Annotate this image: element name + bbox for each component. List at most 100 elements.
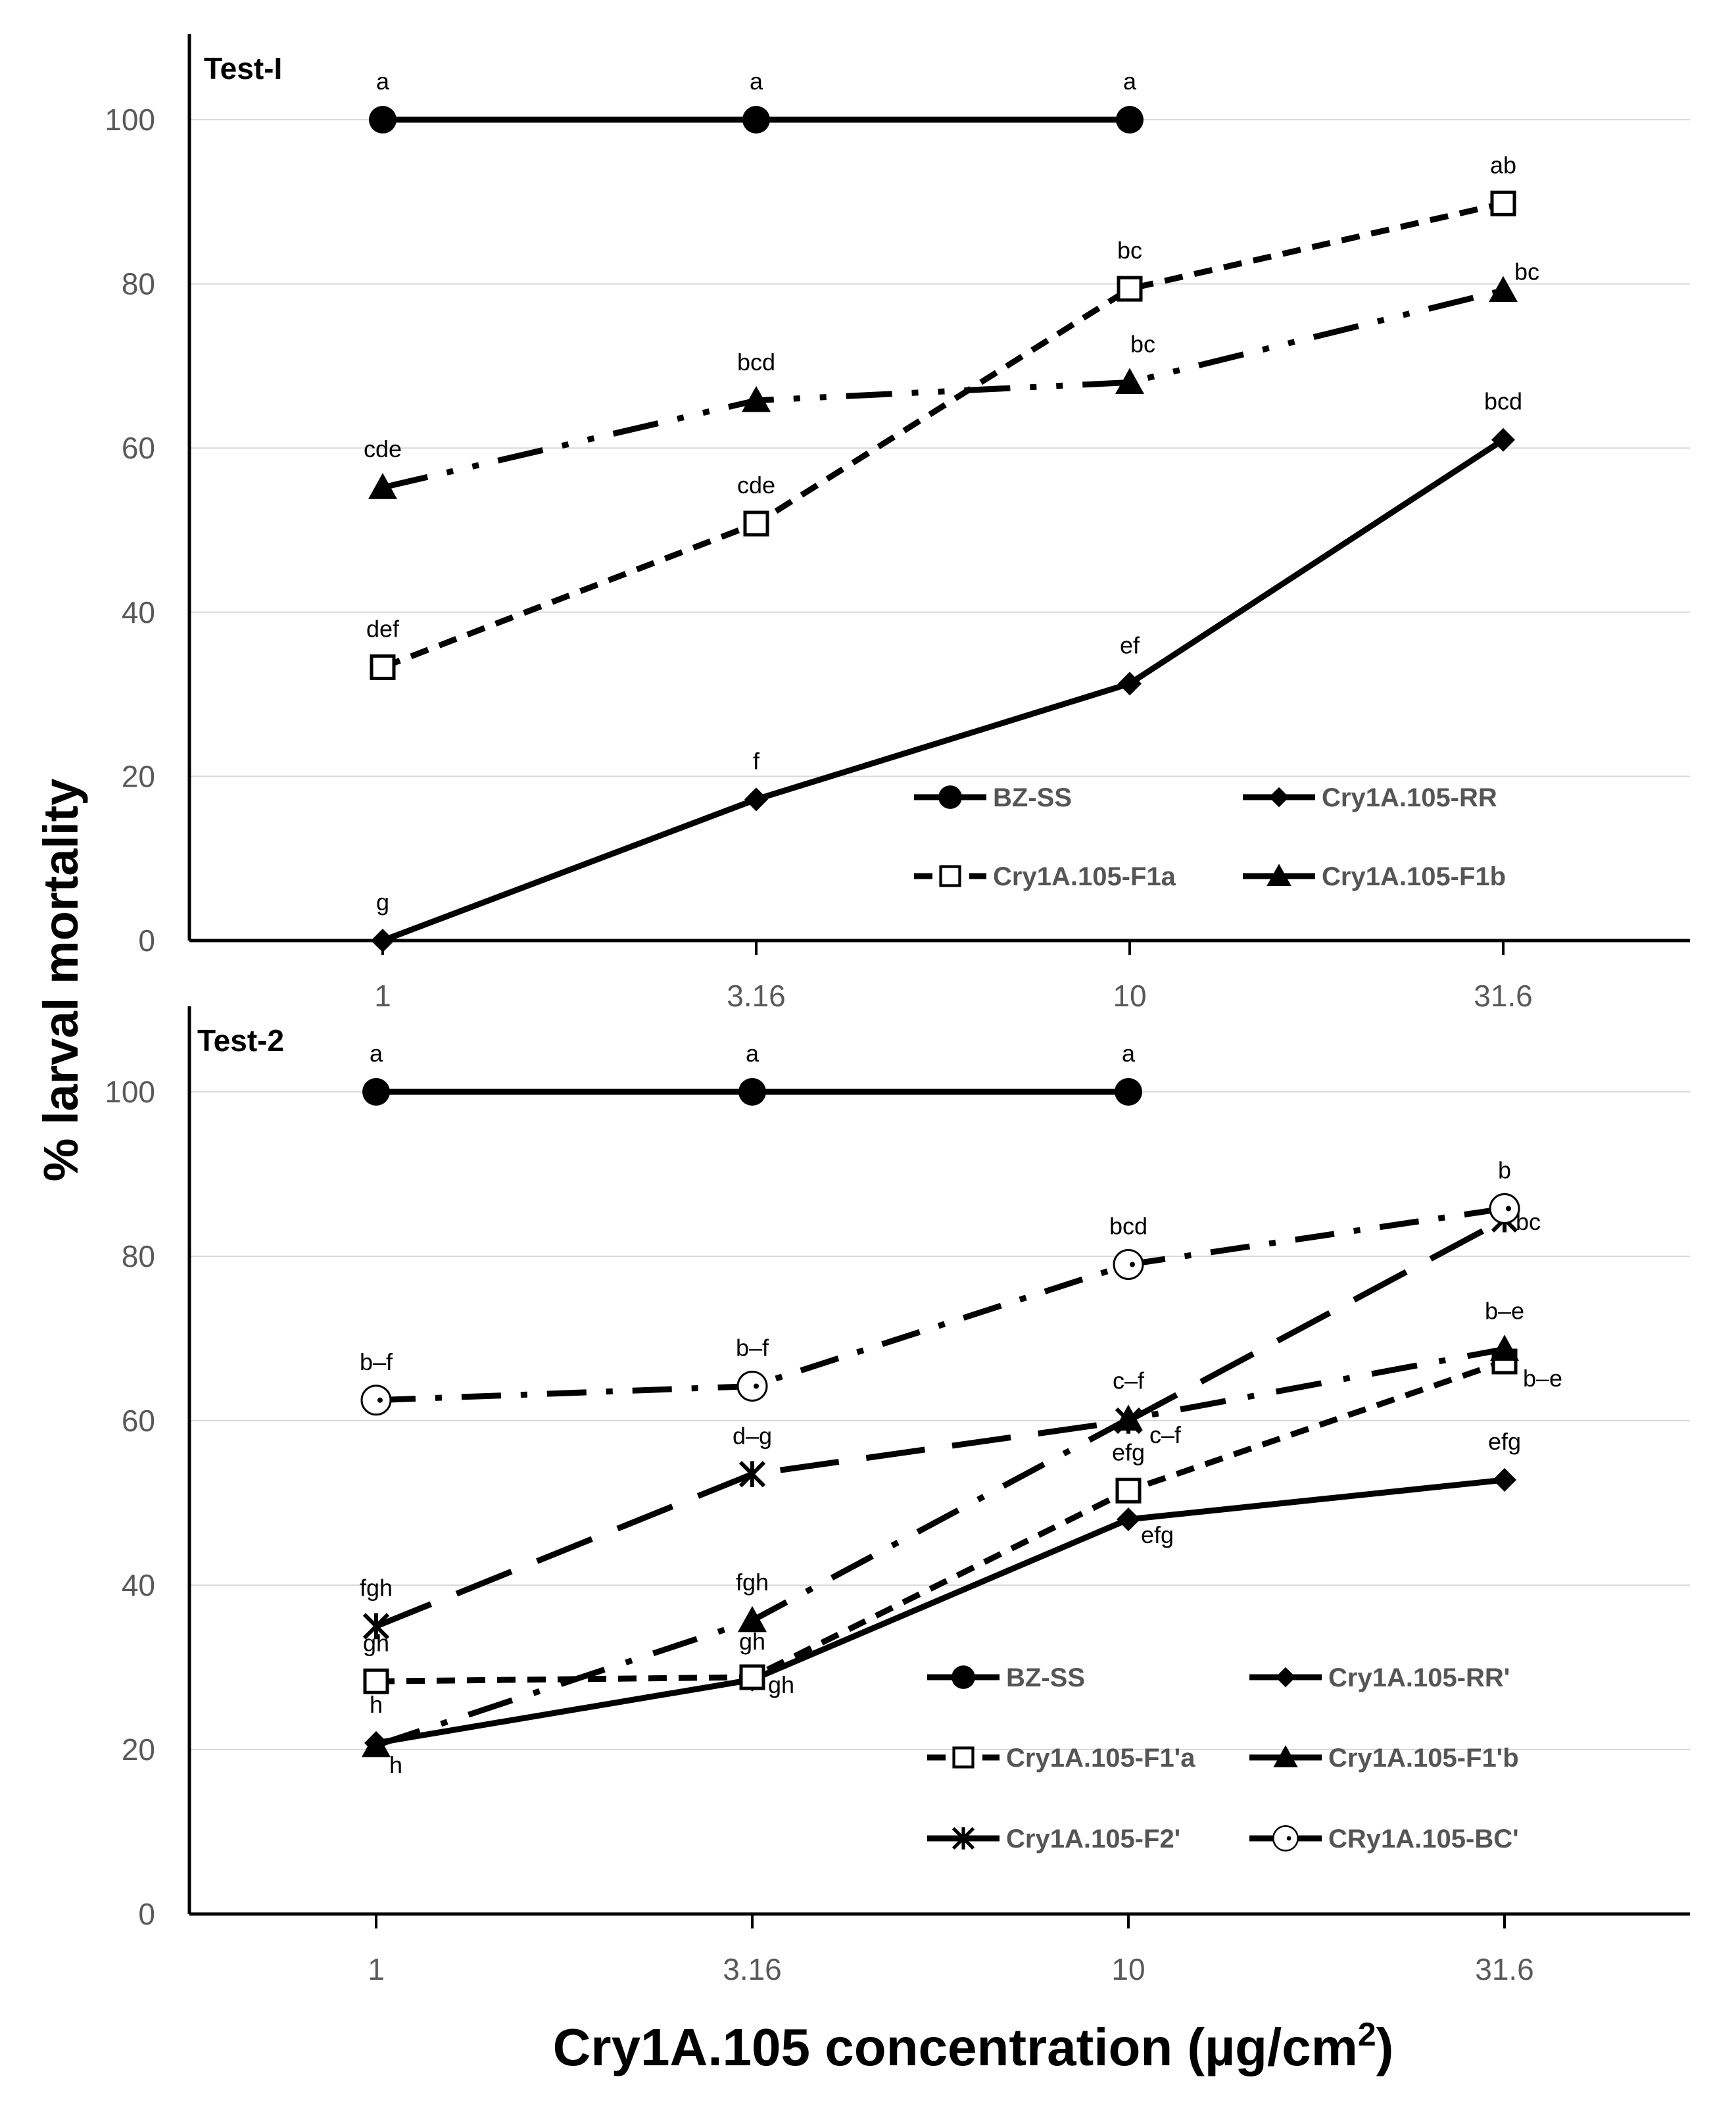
significance-label: gh bbox=[739, 1628, 765, 1655]
significance-label: gh bbox=[768, 1671, 794, 1698]
data-point-shape bbox=[369, 106, 397, 134]
legend-item: BZ-SS bbox=[927, 1663, 1085, 1692]
y-tick-label: 60 bbox=[122, 431, 155, 465]
significance-label: a bbox=[746, 1040, 760, 1067]
legend-marker bbox=[1268, 787, 1290, 808]
legend-marker-shape bbox=[1268, 787, 1290, 808]
series-line bbox=[381, 287, 1505, 491]
significance-label: efg bbox=[1141, 1521, 1174, 1548]
data-point bbox=[739, 1664, 765, 1690]
x-tick-label: 10 bbox=[1111, 1952, 1145, 1986]
legend-marker bbox=[952, 1665, 975, 1689]
x-tick-label: 31.6 bbox=[1475, 1952, 1534, 1986]
y-tick-label: 80 bbox=[122, 1239, 155, 1273]
legend-marker-shape bbox=[952, 1665, 975, 1689]
significance-label: c–f bbox=[1113, 1367, 1145, 1394]
data-point bbox=[1115, 1407, 1142, 1435]
legend-marker-shape bbox=[952, 1746, 975, 1769]
panel-title: Test-I bbox=[204, 51, 282, 86]
significance-label: bcd bbox=[1109, 1213, 1147, 1240]
y-tick-label: 100 bbox=[105, 1075, 155, 1109]
x-tick-label: 31.6 bbox=[1474, 979, 1533, 1013]
data-point-shape bbox=[1117, 276, 1143, 302]
legend-marker bbox=[952, 1746, 975, 1769]
legend-label: Cry1A.105-F1'b bbox=[1328, 1744, 1519, 1773]
significance-label: cde bbox=[737, 472, 775, 499]
data-point-dot bbox=[1506, 1206, 1511, 1212]
y-tick-label: 20 bbox=[122, 759, 155, 793]
panel-title: Test-2 bbox=[197, 1023, 284, 1058]
data-point-shape bbox=[368, 473, 397, 499]
significance-label: a bbox=[1123, 68, 1137, 95]
significance-label: b–e bbox=[1485, 1297, 1524, 1324]
significance-label: h bbox=[389, 1752, 402, 1779]
data-point-shape bbox=[743, 510, 769, 537]
legend-marker bbox=[1273, 1745, 1298, 1767]
data-point-shape bbox=[362, 1613, 390, 1640]
significance-label: b–e bbox=[1523, 1365, 1562, 1392]
legend-marker bbox=[1272, 1825, 1299, 1852]
data-point-shape bbox=[1116, 106, 1144, 134]
data-point bbox=[1491, 428, 1515, 452]
data-point bbox=[742, 106, 770, 134]
data-point bbox=[360, 1385, 392, 1416]
panel-test-2: 0 20 40 60 80 100 1 3.16 10 31.6 Test-2 a a a h gh efg ef… bbox=[105, 1006, 1690, 1986]
legend-marker-shape bbox=[1273, 1745, 1298, 1767]
data-point-shape bbox=[738, 1606, 767, 1632]
data-point-shape bbox=[739, 1664, 765, 1690]
significance-label: cde bbox=[364, 435, 402, 462]
data-point bbox=[744, 787, 768, 812]
legend-marker bbox=[952, 1827, 975, 1850]
data-point bbox=[362, 1078, 390, 1106]
data-point bbox=[1118, 672, 1142, 696]
significance-label: bcd bbox=[1484, 388, 1522, 415]
y-tick-label: 100 bbox=[105, 103, 155, 137]
legend-item: Cry1A.105-RR bbox=[1243, 783, 1497, 812]
legend-marker-shape bbox=[939, 865, 961, 887]
data-point bbox=[363, 1668, 389, 1694]
x-axis-title-superscript: 2 bbox=[1358, 2016, 1376, 2053]
data-point bbox=[1113, 1249, 1144, 1280]
x-tick-label: 10 bbox=[1113, 979, 1146, 1013]
data-point-shape bbox=[371, 929, 395, 952]
significance-label: efg bbox=[1488, 1428, 1521, 1455]
legend-item: Cry1A.105-RR' bbox=[1249, 1663, 1510, 1692]
series-cry1a-105-f1b: cde bcd bc bc bbox=[364, 258, 1539, 499]
data-point bbox=[368, 473, 397, 499]
data-point bbox=[1115, 368, 1144, 394]
data-point-ring bbox=[736, 1371, 768, 1402]
data-point bbox=[1490, 190, 1516, 216]
legend-item: Cry1A.105-F1'b bbox=[1249, 1744, 1519, 1773]
legend-marker-shape bbox=[952, 1827, 975, 1850]
series-cry1a-105-f1a: def cde bc ab bbox=[366, 151, 1516, 680]
series-cry1a-105-f1-b: h fgh c–f b–e bbox=[362, 1297, 1524, 1779]
significance-label: h bbox=[370, 1691, 383, 1718]
y-tick-label: 0 bbox=[138, 923, 155, 958]
data-point bbox=[370, 654, 396, 680]
series-line bbox=[381, 200, 1505, 670]
significance-label: c–f bbox=[1149, 1421, 1182, 1448]
data-point bbox=[1115, 1078, 1142, 1106]
y-tick-label: 60 bbox=[122, 1404, 155, 1438]
data-point-shape bbox=[1491, 428, 1515, 452]
data-point-shape bbox=[1490, 1335, 1519, 1361]
series-cry1a-105-rr-: h gh efg efg bbox=[364, 1428, 1521, 1755]
legend-label: BZ-SS bbox=[1006, 1663, 1085, 1692]
legend-marker-ring bbox=[1272, 1825, 1299, 1852]
data-point-shape bbox=[742, 106, 770, 134]
series-cry1a-105-rr: g f ef bcd bbox=[371, 388, 1522, 952]
data-point-shape bbox=[738, 1078, 766, 1106]
x-axis-title-main: Cry1A.105 concentration (µg/cm bbox=[553, 2018, 1358, 2076]
data-point-shape bbox=[1118, 672, 1142, 696]
data-point-shape bbox=[1115, 368, 1144, 394]
significance-label: a bbox=[1122, 1040, 1136, 1067]
data-point-shape bbox=[742, 385, 771, 412]
legend-item: Cry1A.105-F1a bbox=[914, 862, 1176, 891]
data-point bbox=[1493, 1468, 1516, 1492]
legend-marker-dot bbox=[1286, 1836, 1291, 1841]
data-point bbox=[1115, 1477, 1142, 1504]
data-point bbox=[736, 1371, 768, 1402]
